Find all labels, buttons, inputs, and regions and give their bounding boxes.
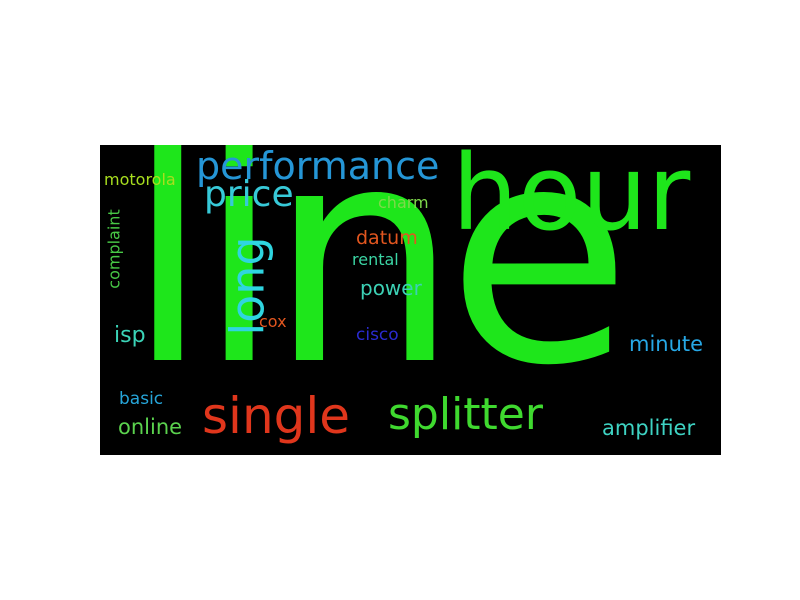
word-cox: cox	[259, 312, 287, 331]
word-hour: hour	[452, 145, 691, 254]
word-datum: datum	[356, 227, 418, 249]
word-charm: charm	[378, 193, 429, 212]
word-online: online	[118, 415, 183, 439]
word-price: price	[204, 174, 294, 215]
word-splitter: splitter	[388, 389, 543, 440]
word-amplifier: amplifier	[602, 416, 696, 440]
word-cisco: cisco	[356, 325, 399, 345]
word-minute: minute	[629, 332, 704, 356]
word-cloud: line hour performance price long single …	[100, 145, 721, 455]
word-single: single	[202, 387, 351, 445]
word-line: line	[126, 145, 631, 431]
word-complaint: complaint	[104, 209, 124, 289]
word-rental: rental	[352, 250, 399, 269]
word-isp: isp	[114, 323, 146, 348]
word-basic: basic	[119, 389, 164, 409]
word-power: power	[360, 276, 422, 300]
word-performance: performance	[196, 145, 440, 188]
word-motorola: motorola	[104, 170, 176, 189]
